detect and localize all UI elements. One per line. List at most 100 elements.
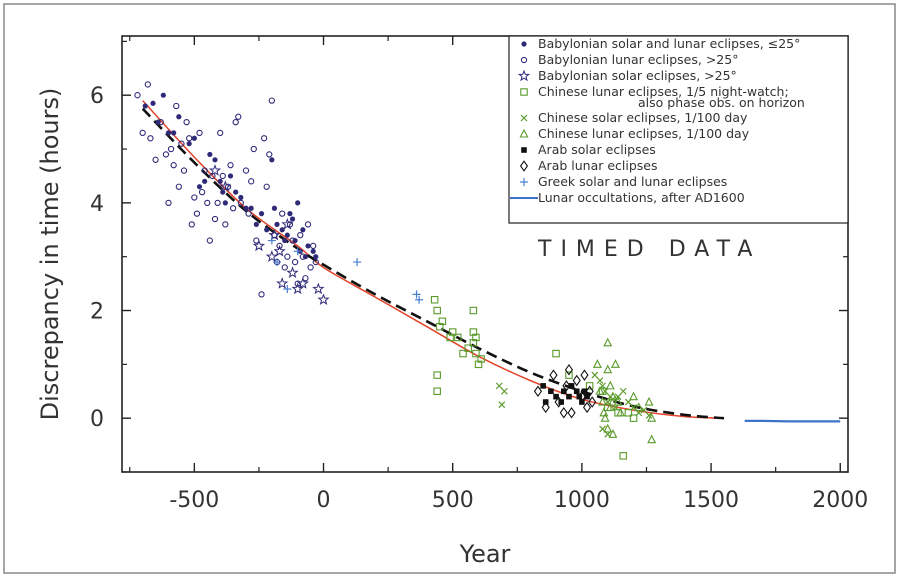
legend-entry: Greek solar and lunar eclipses bbox=[520, 174, 727, 189]
data-point bbox=[616, 407, 626, 417]
legend-label: Greek solar and lunar eclipses bbox=[538, 174, 727, 189]
legend-entry: Babylonian lunar eclipses, >25° bbox=[520, 52, 738, 67]
data-point bbox=[464, 344, 472, 352]
legend-label: Chinese lunar eclipses, 1/5 night-watch; bbox=[538, 84, 789, 99]
data-point bbox=[469, 339, 478, 347]
data-point bbox=[281, 264, 288, 271]
legend-entry: Babylonian solar and lunar eclipses, ≤25… bbox=[521, 36, 800, 51]
data-point bbox=[264, 227, 270, 233]
data-point bbox=[183, 118, 190, 126]
data-point bbox=[312, 258, 319, 266]
data-point bbox=[286, 266, 299, 279]
data-point bbox=[269, 157, 275, 163]
data-point bbox=[165, 199, 172, 207]
data-point bbox=[459, 349, 467, 358]
data-point bbox=[243, 205, 249, 211]
legend-entry: Lunar occultations, after AD1600 bbox=[510, 190, 745, 205]
data-point bbox=[268, 97, 276, 104]
data-point bbox=[610, 359, 620, 368]
data-point bbox=[554, 396, 563, 408]
data-point bbox=[235, 113, 242, 120]
legend-entry: Chinese lunar eclipses, 1/5 night-watch;… bbox=[520, 84, 805, 110]
data-point bbox=[582, 401, 592, 414]
data-point bbox=[211, 215, 219, 223]
y-tick-label: 2 bbox=[90, 300, 104, 325]
legend-marker bbox=[519, 128, 529, 138]
data-point bbox=[176, 114, 182, 120]
data-point bbox=[165, 130, 172, 136]
data-point bbox=[619, 387, 627, 395]
legend-label: Chinese solar eclipses, 1/100 day bbox=[538, 110, 748, 125]
data-point bbox=[297, 232, 304, 239]
data-point bbox=[581, 388, 588, 395]
legend-marker bbox=[520, 178, 528, 186]
data-point bbox=[242, 167, 250, 174]
data-point bbox=[566, 393, 572, 400]
data-point bbox=[640, 406, 648, 414]
data-point bbox=[142, 103, 148, 109]
data-point bbox=[608, 391, 618, 401]
data-point bbox=[647, 434, 657, 444]
data-point bbox=[469, 328, 478, 336]
legend-label: Lunar occultations, after AD1600 bbox=[538, 190, 745, 205]
data-point bbox=[134, 92, 141, 99]
data-point bbox=[564, 363, 574, 376]
data-point bbox=[472, 349, 480, 358]
legend-marker bbox=[521, 41, 527, 47]
data-point bbox=[212, 157, 218, 163]
data-point bbox=[206, 237, 213, 244]
data-point bbox=[252, 239, 266, 252]
data-point bbox=[600, 412, 610, 422]
data-point bbox=[274, 221, 280, 227]
x-tick-label: 1500 bbox=[683, 488, 739, 513]
data-point bbox=[572, 374, 581, 387]
data-point bbox=[474, 360, 483, 369]
data-point bbox=[201, 167, 208, 174]
data-point bbox=[219, 172, 226, 180]
data-point bbox=[167, 145, 175, 153]
data-point bbox=[304, 221, 312, 228]
data-point bbox=[454, 333, 462, 342]
data-point bbox=[207, 151, 213, 158]
data-point bbox=[208, 164, 222, 176]
data-point bbox=[237, 199, 244, 207]
data-point bbox=[603, 364, 613, 374]
data-point bbox=[598, 396, 608, 406]
data-point bbox=[647, 412, 657, 422]
legend-box bbox=[508, 35, 849, 224]
data-point bbox=[171, 130, 177, 136]
data-point bbox=[592, 359, 602, 368]
data-point bbox=[281, 217, 294, 230]
data-point bbox=[222, 200, 228, 206]
data-point bbox=[567, 407, 576, 419]
legend-marker bbox=[520, 88, 528, 96]
data-point bbox=[500, 387, 508, 395]
data-point bbox=[605, 402, 615, 411]
data-point bbox=[196, 184, 203, 190]
data-point bbox=[284, 253, 291, 260]
data-point bbox=[291, 258, 299, 266]
y-tick-label: 0 bbox=[90, 407, 104, 432]
data-point bbox=[469, 306, 478, 315]
data-point bbox=[584, 393, 590, 400]
series-line-occultations bbox=[744, 419, 841, 423]
data-point bbox=[248, 178, 255, 185]
data-point bbox=[596, 377, 604, 384]
data-point bbox=[573, 388, 580, 395]
data-point bbox=[238, 194, 244, 201]
data-point bbox=[232, 118, 239, 126]
data-point bbox=[227, 173, 234, 179]
data-point bbox=[629, 391, 639, 401]
x-tick-label: -500 bbox=[169, 488, 219, 513]
data-point bbox=[204, 199, 211, 207]
data-point bbox=[276, 242, 283, 250]
data-point bbox=[305, 243, 311, 249]
legend-entry: Chinese solar eclipses, 1/100 day bbox=[520, 110, 748, 125]
data-point bbox=[580, 369, 589, 381]
data-point bbox=[157, 118, 164, 126]
legend-label: Chinese lunar eclipses, 1/100 day bbox=[538, 126, 750, 141]
data-point bbox=[175, 183, 182, 190]
legend-entry: Babylonian solar eclipses, >25° bbox=[517, 68, 737, 83]
